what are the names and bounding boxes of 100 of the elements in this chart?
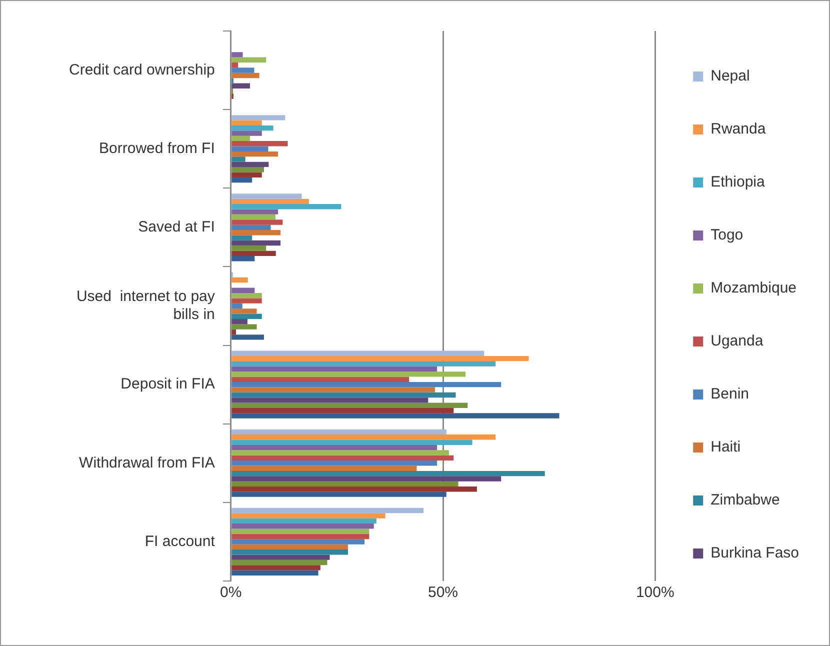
bar bbox=[232, 308, 257, 314]
bar bbox=[232, 361, 496, 366]
bar bbox=[232, 83, 250, 88]
bar bbox=[232, 481, 458, 487]
bar bbox=[232, 136, 250, 142]
bar bbox=[232, 492, 446, 497]
bar bbox=[232, 177, 252, 183]
bar bbox=[232, 151, 278, 157]
legend-label: Togo bbox=[710, 226, 744, 244]
bar bbox=[232, 250, 276, 256]
bar bbox=[232, 518, 376, 524]
bar bbox=[232, 450, 449, 456]
bar bbox=[232, 198, 309, 204]
bar bbox=[232, 382, 502, 388]
x-tick-label: 100% bbox=[636, 584, 674, 602]
bar bbox=[232, 167, 264, 172]
bar bbox=[232, 220, 283, 225]
y-tick-label: Borrowed from FI bbox=[99, 140, 215, 157]
bar bbox=[232, 434, 496, 440]
y-tick-label: Withdrawal from FIA bbox=[79, 454, 215, 472]
bar bbox=[232, 204, 342, 210]
bar bbox=[232, 444, 438, 450]
bar bbox=[232, 476, 502, 482]
bar bbox=[232, 162, 269, 168]
bar bbox=[232, 224, 271, 230]
bar bbox=[232, 62, 238, 68]
bar bbox=[232, 57, 266, 62]
bar bbox=[232, 570, 318, 576]
bar bbox=[232, 156, 246, 162]
bar bbox=[232, 544, 348, 550]
x-tick-label: 0% bbox=[220, 584, 242, 602]
legend-label: Burkina Faso bbox=[710, 544, 799, 562]
x-tick-label: 50% bbox=[428, 584, 458, 602]
bar bbox=[232, 560, 328, 566]
bar bbox=[232, 565, 320, 570]
legend-label: Zimbabwe bbox=[710, 492, 780, 509]
y-tick-label: FI account bbox=[144, 532, 216, 550]
bar bbox=[232, 141, 288, 146]
bar bbox=[232, 392, 456, 398]
bar bbox=[232, 387, 435, 392]
y-tick-label: Saved at FI bbox=[138, 218, 215, 236]
bar bbox=[232, 277, 248, 283]
y-tick-label: Credit card ownership bbox=[68, 61, 215, 78]
bar bbox=[232, 350, 484, 356]
bar bbox=[232, 528, 370, 534]
y-tick-label: Used internet to pay bills in bbox=[76, 288, 216, 324]
bar bbox=[232, 356, 529, 362]
bar bbox=[232, 115, 286, 120]
bar bbox=[232, 256, 255, 262]
bar bbox=[232, 372, 466, 377]
bar bbox=[232, 235, 252, 240]
bar bbox=[232, 209, 278, 214]
legend-label: Mozambique bbox=[710, 280, 797, 297]
bar bbox=[232, 72, 260, 78]
legend-label: Benin bbox=[710, 386, 749, 403]
bar bbox=[232, 120, 262, 126]
bar bbox=[232, 466, 417, 471]
legend-label: Uganda bbox=[710, 332, 764, 350]
bar bbox=[232, 52, 243, 58]
bar bbox=[232, 146, 268, 152]
bar bbox=[232, 240, 281, 246]
bar bbox=[232, 172, 262, 178]
bar bbox=[232, 440, 472, 445]
bar bbox=[232, 125, 274, 131]
bar bbox=[232, 334, 264, 340]
bar bbox=[232, 513, 386, 518]
bar bbox=[232, 68, 254, 73]
bar bbox=[232, 470, 545, 476]
bar bbox=[232, 366, 438, 372]
legend-label: Ethiopia bbox=[710, 174, 766, 191]
bar bbox=[232, 130, 262, 136]
bar bbox=[232, 288, 255, 294]
bar bbox=[232, 402, 468, 408]
legend-label: Rwanda bbox=[710, 120, 766, 138]
bar bbox=[232, 376, 410, 382]
bar bbox=[232, 298, 262, 304]
bar bbox=[232, 429, 446, 435]
bar bbox=[232, 408, 454, 414]
bar bbox=[232, 318, 248, 324]
bar bbox=[232, 413, 560, 418]
y-tick-label: Deposit in FIA bbox=[120, 376, 215, 393]
bar bbox=[232, 486, 477, 492]
bar bbox=[232, 329, 236, 335]
bar bbox=[232, 214, 276, 220]
bar bbox=[232, 230, 281, 236]
bar bbox=[232, 534, 370, 540]
bar bbox=[232, 293, 262, 298]
bar bbox=[232, 324, 257, 330]
bar bbox=[232, 508, 424, 514]
legend-label: Nepal bbox=[710, 68, 750, 85]
bar bbox=[232, 194, 302, 199]
bar bbox=[232, 550, 348, 555]
bar bbox=[232, 303, 242, 309]
bar bbox=[232, 460, 438, 466]
bar bbox=[232, 524, 374, 529]
bar bbox=[232, 539, 365, 544]
bar bbox=[232, 398, 428, 403]
bar bbox=[232, 455, 454, 461]
bar bbox=[232, 554, 330, 560]
legend-label: Haiti bbox=[710, 438, 741, 456]
